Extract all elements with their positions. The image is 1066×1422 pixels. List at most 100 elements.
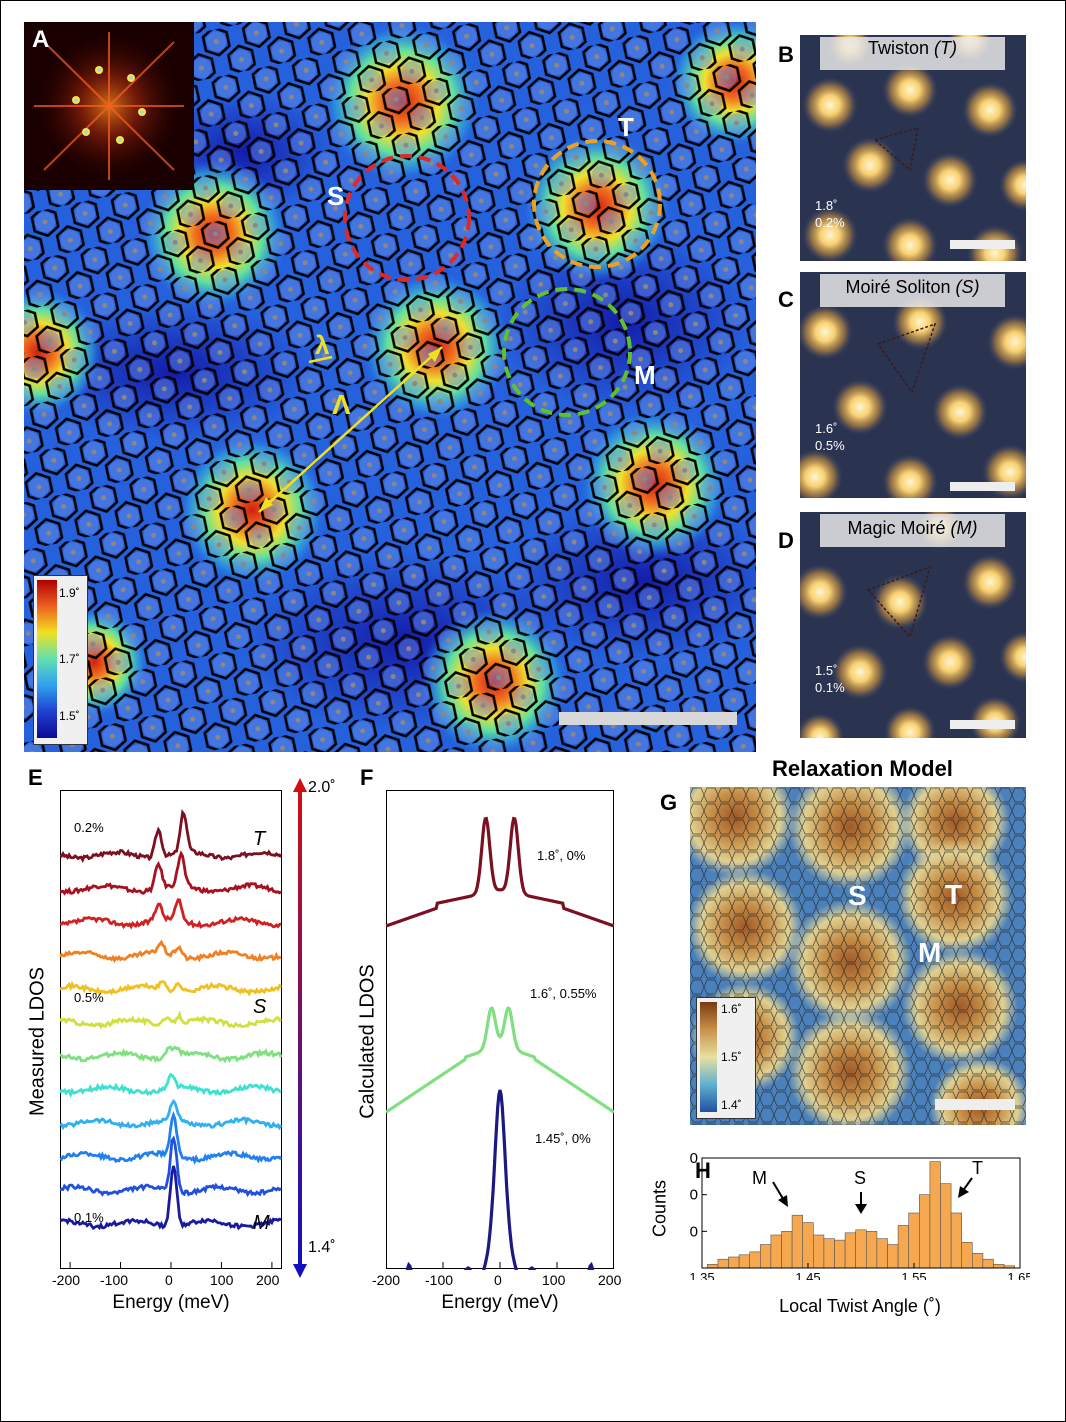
panel-c-image xyxy=(800,272,1026,498)
colorbar-g: 1.6˚ 1.5˚ 1.4˚ xyxy=(696,997,756,1119)
h-bar xyxy=(876,1238,888,1269)
h-annot-s: S xyxy=(854,1168,867,1188)
h-bar xyxy=(823,1238,835,1269)
h-bar xyxy=(760,1244,772,1269)
panel-e-label-top: 0.2% xyxy=(74,820,104,835)
panel-e-label-bottom: 0.1% xyxy=(74,1210,104,1225)
colorbar-a-tick-3: 1.5˚ xyxy=(59,709,80,723)
arrow-bottom-label: 1.4˚ xyxy=(308,1239,336,1256)
label-m: M xyxy=(634,360,656,390)
panel-f-xlabel: Energy (meV) xyxy=(441,1292,559,1313)
arrow-top-label: 2.0˚ xyxy=(308,779,336,796)
h-bar xyxy=(728,1256,740,1269)
panel-e-label-m: M xyxy=(253,1212,270,1234)
panel-e-label-mid: 0.5% xyxy=(74,990,104,1005)
g-label-s: S xyxy=(848,880,867,911)
twist-angle-arrow xyxy=(293,778,307,1278)
h-bar xyxy=(813,1234,825,1269)
panel-f-curve-label-1: 1.8˚, 0% xyxy=(537,848,586,863)
panel-letter-a: A xyxy=(32,26,50,53)
colorbar-g-tick-2: 1.5˚ xyxy=(721,1050,742,1064)
h-xtick-label: 1.65 xyxy=(1007,1270,1030,1280)
panel-h-axes: 50 100 150 1.35 1.45 1.55 1.65 xyxy=(690,1150,1030,1280)
panel-b-title: Twiston (T) xyxy=(867,38,957,58)
panel-b-image xyxy=(800,35,1026,261)
h-bar xyxy=(908,1212,920,1269)
h-bar xyxy=(770,1234,782,1269)
h-xtick-label: 1.55 xyxy=(901,1270,926,1280)
h-bar xyxy=(887,1244,899,1269)
h-ytick-label: 100 xyxy=(690,1187,698,1204)
h-annot-m: M xyxy=(752,1168,767,1188)
panel-f-axes xyxy=(386,790,614,1270)
panel-letter-g: G xyxy=(660,790,678,815)
h-bar xyxy=(749,1251,761,1269)
panel-letter-e: E xyxy=(28,765,43,790)
h-bar xyxy=(897,1225,910,1269)
h-bar xyxy=(866,1231,878,1269)
panel-c-params: 1.6˚ 0.5% xyxy=(815,421,845,453)
panel-letter-d: D xyxy=(778,528,794,553)
g-label-t: T xyxy=(945,879,962,910)
e-curve xyxy=(60,809,282,863)
panel-g-title: Relaxation Model xyxy=(772,756,953,781)
g-label-m: M xyxy=(918,937,941,968)
h-bar xyxy=(781,1231,793,1269)
panel-f-xticks: -200 -100 0 100 200 xyxy=(372,1272,622,1288)
fft-inset xyxy=(24,22,194,190)
h-bar xyxy=(982,1258,994,1269)
h-bar xyxy=(717,1258,729,1269)
h-bar xyxy=(971,1253,984,1269)
label-t: T xyxy=(618,112,634,142)
colorbar-a: 1.9˚ 1.7˚ 1.5˚ xyxy=(33,575,88,745)
h-bar xyxy=(802,1222,814,1269)
panel-letter-b: B xyxy=(778,42,794,67)
h-bar xyxy=(834,1239,846,1269)
e-curve xyxy=(60,1010,282,1030)
e-curve xyxy=(60,1072,282,1099)
f-curve xyxy=(386,816,614,928)
h-bar xyxy=(855,1229,867,1269)
e-curve xyxy=(60,1110,282,1166)
h-xtick-label: 1.45 xyxy=(795,1270,820,1280)
panel-letter-f: F xyxy=(360,765,374,790)
panel-d-title: Magic Moiré (M) xyxy=(847,518,978,538)
e-curve xyxy=(60,939,282,964)
panel-e-xlabel: Energy (meV) xyxy=(112,1292,230,1313)
label-lambda-big: Λ xyxy=(332,389,351,420)
panel-e-label-s: S xyxy=(253,996,267,1018)
panel-letter-h: H xyxy=(695,1158,711,1183)
panel-f-curve-label-2: 1.6˚, 0.55% xyxy=(530,986,597,1001)
panel-e-label-t: T xyxy=(253,828,266,850)
panel-d-image xyxy=(800,512,1026,738)
panel-h-ylabel: Counts xyxy=(649,1179,670,1238)
f-curve xyxy=(386,1006,614,1114)
e-curve xyxy=(60,898,282,930)
panel-h-xlabel: Local Twist Angle (˚) xyxy=(779,1296,941,1316)
e-curve xyxy=(60,1165,282,1231)
h-bar xyxy=(738,1254,750,1269)
panel-e-xticks: -200 -100 0 100 200 xyxy=(52,1272,280,1288)
h-bar xyxy=(791,1214,803,1269)
g-scale-bar xyxy=(935,1099,1015,1110)
colorbar-g-tick-3: 1.4˚ xyxy=(721,1098,742,1112)
scale-bar xyxy=(559,712,737,725)
label-s: S xyxy=(327,181,344,211)
colorbar-a-tick-2: 1.7˚ xyxy=(59,652,80,666)
panel-c-title: Moiré Soliton (S) xyxy=(845,277,980,297)
panel-f-ylabel: Calculated LDOS xyxy=(356,964,379,1119)
e-curve xyxy=(60,1135,282,1198)
panel-f-curve-label-3: 1.45˚, 0% xyxy=(535,1131,591,1146)
f-curve xyxy=(405,1089,595,1270)
colorbar-a-tick-1: 1.9˚ xyxy=(59,586,80,600)
h-bar xyxy=(961,1242,973,1269)
e-curve xyxy=(60,850,282,896)
panel-e-axes xyxy=(60,790,282,1269)
h-bar xyxy=(844,1232,857,1269)
e-curve xyxy=(60,1045,282,1064)
panel-g-image: S T M xyxy=(690,787,1026,1125)
panel-b-params: 1.8˚ 0.2% xyxy=(815,198,845,230)
colorbar-g-tick-1: 1.6˚ xyxy=(721,1002,742,1016)
panel-d-params: 1.5˚ 0.1% xyxy=(815,663,845,695)
h-xtick-label: 1.35 xyxy=(690,1270,715,1280)
